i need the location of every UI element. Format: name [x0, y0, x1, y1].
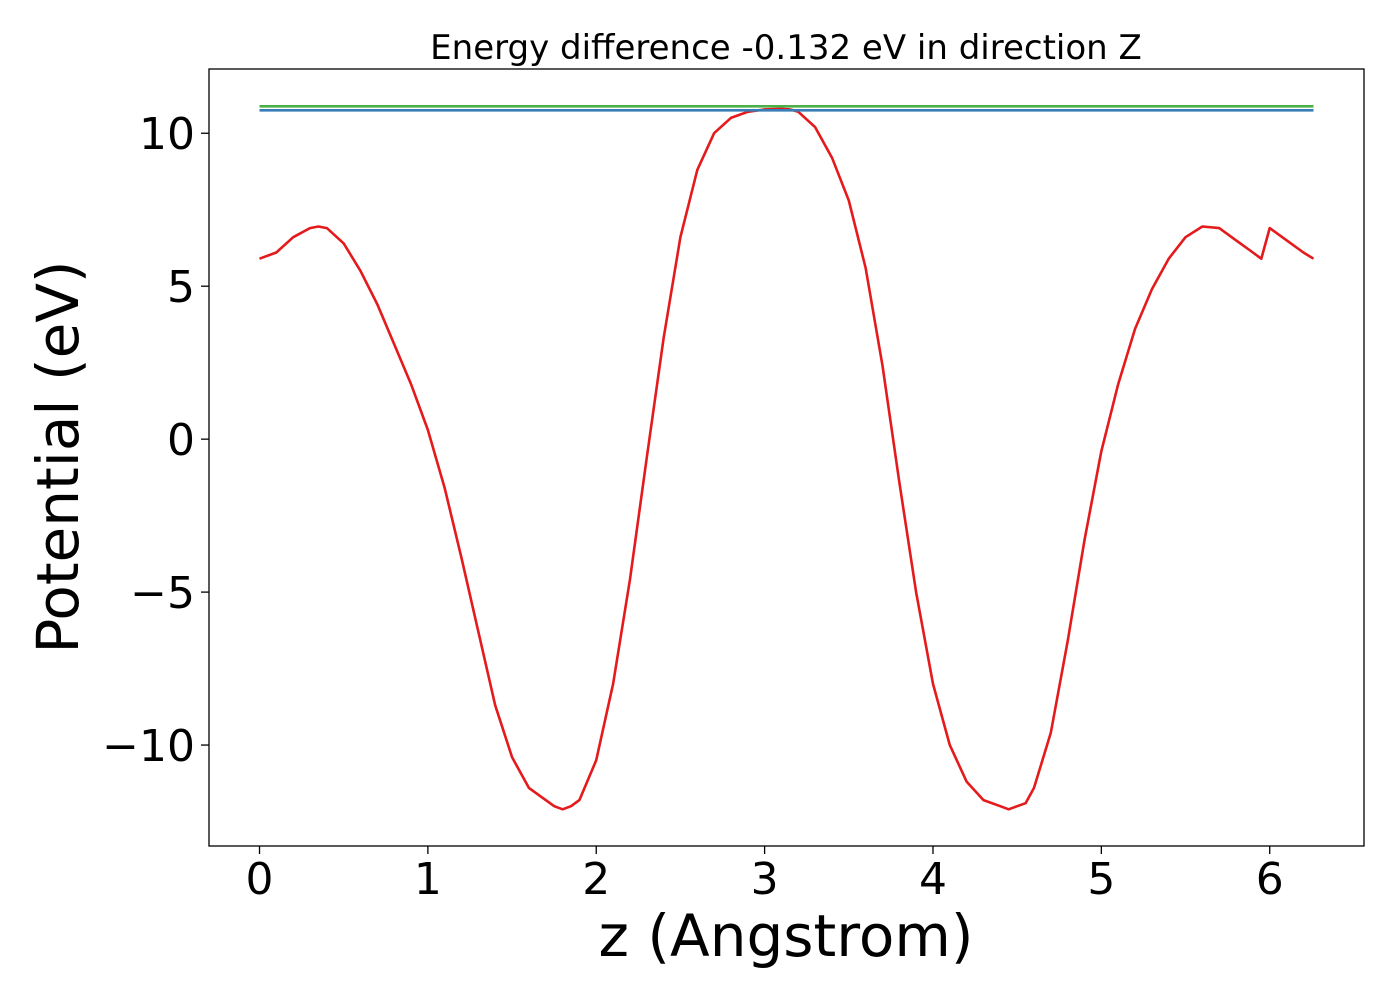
- x-tick-label: 5: [1087, 854, 1115, 905]
- x-axis-label: z (Angstrom): [599, 902, 974, 970]
- y-tick-label: 0: [167, 415, 195, 466]
- x-tick-label: 4: [919, 854, 947, 905]
- chart-title: Energy difference -0.132 eV in direction…: [430, 28, 1142, 68]
- x-tick-label: 3: [751, 854, 779, 905]
- y-axis-label: Potential (eV): [24, 260, 92, 653]
- y-tick-label: 5: [167, 262, 195, 313]
- series-layer: [259, 105, 1315, 811]
- x-axis-ticks: 0 1 2 3 4 5 6: [246, 846, 1284, 905]
- plot-frame: [208, 68, 1365, 847]
- x-tick-label: 1: [414, 854, 442, 905]
- y-tick-label: −10: [102, 721, 195, 772]
- x-tick-label: 6: [1256, 854, 1284, 905]
- x-tick-label: 0: [246, 854, 274, 905]
- y-tick-label: −5: [130, 568, 195, 619]
- y-axis-ticks: −10 −5 0 5 10: [102, 109, 209, 772]
- x-tick-label: 2: [582, 854, 610, 905]
- y-tick-label: 10: [139, 109, 195, 160]
